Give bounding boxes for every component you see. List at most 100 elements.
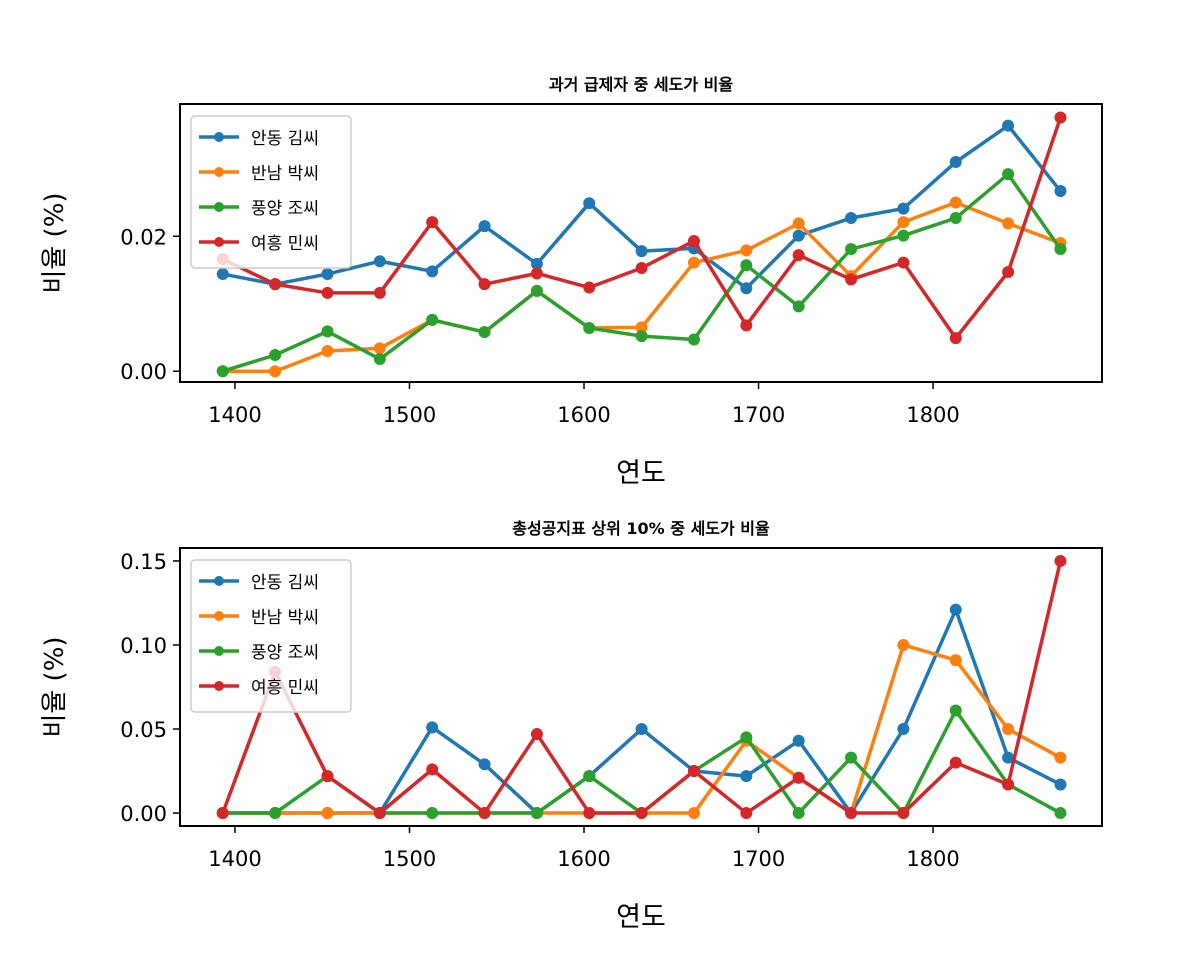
data-point <box>583 807 596 820</box>
data-point <box>687 256 700 269</box>
data-point <box>792 734 805 747</box>
data-point <box>897 638 910 651</box>
x-tick-label: 1800 <box>906 403 959 427</box>
data-point <box>583 281 596 294</box>
data-point <box>321 325 334 338</box>
x-tick-label: 1600 <box>557 847 610 871</box>
data-point <box>897 229 910 242</box>
legend-item-1: 안동 김씨 <box>199 573 319 593</box>
y-tick-label: 0.02 <box>120 225 167 249</box>
data-point <box>949 603 962 616</box>
data-point <box>740 319 753 332</box>
data-point <box>583 197 596 210</box>
data-point <box>897 202 910 215</box>
data-point <box>845 243 858 256</box>
data-point <box>897 216 910 229</box>
data-point <box>216 365 229 378</box>
data-point <box>949 332 962 345</box>
series-3 <box>216 168 1067 378</box>
data-point <box>687 333 700 346</box>
data-point <box>949 756 962 769</box>
x-tick-label: 1700 <box>732 403 785 427</box>
data-point <box>949 212 962 225</box>
legend-item-4: 여흥 민씨 <box>199 234 319 254</box>
data-point <box>269 807 282 820</box>
data-point <box>1002 168 1015 181</box>
x-tick-label: 1600 <box>557 403 610 427</box>
data-point <box>269 278 282 291</box>
data-point <box>740 731 753 744</box>
x-axis-label: 연도 <box>616 458 666 489</box>
x-axis-label: 연도 <box>616 902 666 933</box>
data-point <box>635 245 648 258</box>
legend-label: 여흥 민씨 <box>251 678 319 698</box>
legend-label: 안동 김씨 <box>251 129 319 149</box>
x-tick-label: 1400 <box>208 403 261 427</box>
chart-title: 총성공지표 상위 10% 중 세도가 비율 <box>512 519 770 538</box>
legend-marker <box>214 237 224 247</box>
data-point <box>635 261 648 274</box>
legend-label: 반남 박씨 <box>251 164 319 184</box>
data-point <box>792 229 805 242</box>
data-point <box>269 365 282 378</box>
legend-marker <box>214 202 224 212</box>
data-point <box>321 344 334 357</box>
legend-box <box>190 559 352 713</box>
data-point <box>897 723 910 736</box>
data-point <box>373 286 386 299</box>
data-point <box>530 728 543 741</box>
data-point <box>740 770 753 783</box>
legend-marker <box>214 167 224 177</box>
data-point <box>583 770 596 783</box>
data-point <box>321 807 334 820</box>
data-point <box>321 770 334 783</box>
legend-marker <box>214 611 224 621</box>
legend-item-4: 여흥 민씨 <box>199 678 319 698</box>
data-point <box>635 807 648 820</box>
data-point <box>530 807 543 820</box>
legend-item-1: 안동 김씨 <box>199 129 319 149</box>
x-tick-label: 1400 <box>208 847 261 871</box>
x-tick-label: 1500 <box>383 403 436 427</box>
data-point <box>478 220 491 233</box>
data-point <box>216 807 229 820</box>
data-point <box>1054 243 1067 256</box>
legend-label: 풍양 조씨 <box>251 199 319 219</box>
data-point <box>1002 266 1015 279</box>
subplot-1: 과거 급제자 중 세도가 비율 1400 1500 1600 1700 1800 0.00 0… <box>40 75 1103 489</box>
data-point <box>897 807 910 820</box>
legend-label: 여흥 민씨 <box>251 234 319 254</box>
legend-box <box>190 115 352 269</box>
data-point <box>426 721 439 734</box>
data-point <box>687 807 700 820</box>
data-point <box>426 313 439 326</box>
data-point <box>949 654 962 667</box>
data-point <box>687 234 700 247</box>
data-point <box>1054 807 1067 820</box>
data-point <box>1054 751 1067 764</box>
y-tick-label: 0.10 <box>120 634 167 658</box>
data-point <box>478 758 491 771</box>
data-point <box>478 326 491 339</box>
data-point <box>426 763 439 776</box>
data-point <box>269 349 282 362</box>
data-point <box>635 723 648 736</box>
data-point <box>321 268 334 281</box>
data-point <box>1054 554 1067 567</box>
data-point <box>792 300 805 313</box>
data-point <box>373 255 386 268</box>
data-point <box>740 259 753 272</box>
data-point <box>373 807 386 820</box>
data-point <box>897 256 910 269</box>
data-point <box>845 807 858 820</box>
data-point <box>530 257 543 270</box>
data-point <box>1002 778 1015 791</box>
data-point <box>740 244 753 257</box>
x-tick-label: 1500 <box>383 847 436 871</box>
data-point <box>949 704 962 717</box>
data-point <box>949 156 962 169</box>
legend-item-2: 반남 박씨 <box>199 608 319 628</box>
x-tick-label: 1800 <box>906 847 959 871</box>
y-tick-label: 0.05 <box>120 718 167 742</box>
